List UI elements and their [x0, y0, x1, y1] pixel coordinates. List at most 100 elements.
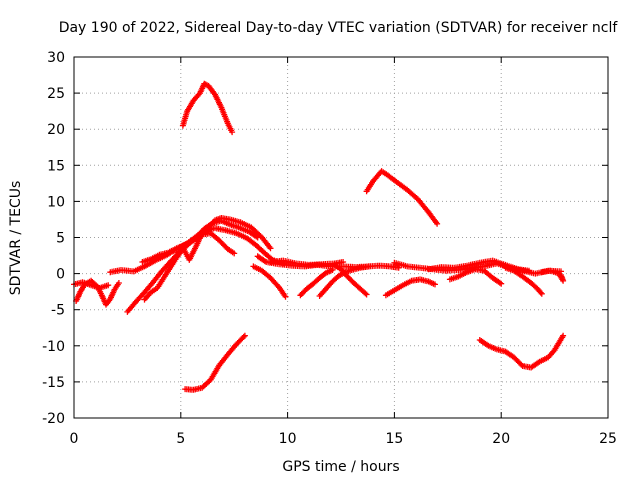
- data-point: [519, 273, 533, 285]
- y-tick-label: -20: [42, 411, 65, 427]
- series-arc-14: [382, 276, 438, 299]
- y-tick-label: 10: [47, 194, 65, 210]
- data-point: [414, 196, 431, 214]
- data-point: [329, 267, 336, 273]
- data-point: [218, 104, 231, 125]
- data-point: [77, 282, 87, 295]
- data-point: [476, 337, 490, 348]
- data-point: [432, 281, 438, 288]
- data-point: [382, 288, 396, 299]
- data-point: [241, 332, 248, 339]
- x-tick-label: 10: [279, 431, 297, 447]
- data-point: [118, 267, 135, 275]
- y-tick-label: 15: [47, 158, 65, 174]
- data-point: [310, 276, 322, 287]
- series-arc-19: [538, 267, 567, 284]
- data-point: [207, 363, 222, 383]
- data-point: [455, 270, 469, 280]
- y-tick-label: 0: [56, 267, 65, 283]
- data-point: [303, 281, 315, 292]
- series-arc-20: [179, 80, 236, 136]
- data-point: [224, 120, 235, 134]
- data-point: [502, 348, 516, 360]
- data-point: [316, 287, 328, 299]
- data-point: [197, 82, 207, 97]
- data-point: [425, 278, 437, 287]
- data-point: [150, 270, 164, 286]
- x-tick-label: 25: [599, 431, 617, 447]
- data-point: [329, 273, 341, 285]
- data-point: [434, 220, 441, 227]
- data-point: [105, 282, 112, 289]
- data-point: [252, 241, 266, 255]
- data-point: [344, 273, 356, 285]
- data-point: [147, 286, 159, 296]
- data-point: [141, 290, 153, 303]
- data-point: [212, 91, 224, 109]
- data-point: [357, 285, 369, 297]
- data-point: [250, 263, 264, 273]
- data-point: [365, 263, 372, 270]
- x-tick-label: 5: [176, 431, 185, 447]
- data-point: [224, 246, 236, 256]
- data-point: [338, 266, 350, 278]
- data-point: [205, 82, 217, 97]
- data-point: [73, 290, 83, 304]
- data-point: [190, 91, 202, 104]
- data-point: [231, 250, 238, 257]
- x-tick-label: 15: [385, 431, 403, 447]
- data-point: [481, 267, 495, 280]
- data-point: [111, 281, 121, 293]
- data-point: [107, 288, 117, 302]
- data-point: [551, 334, 566, 354]
- data-point: [385, 172, 399, 184]
- data-point: [237, 219, 253, 230]
- chart-title: Day 190 of 2022, Sidereal Day-to-day VTE…: [59, 20, 619, 36]
- y-tick-label: 25: [47, 86, 65, 102]
- data-point: [560, 332, 567, 339]
- data-point: [244, 235, 258, 247]
- data-point: [323, 280, 335, 292]
- data-point: [391, 283, 405, 294]
- data-point: [545, 348, 557, 361]
- data-point: [489, 274, 503, 286]
- data-point: [216, 237, 230, 251]
- data-point: [323, 267, 334, 276]
- data-point: [201, 80, 211, 89]
- series-arc-12: [331, 261, 370, 298]
- data-point: [511, 354, 525, 368]
- y-tick-label: -15: [42, 375, 65, 391]
- data-point: [207, 230, 221, 243]
- data-point: [132, 290, 147, 305]
- series-arc-9: [250, 263, 289, 300]
- series-arc-13: [297, 267, 336, 299]
- data-point: [267, 274, 281, 289]
- data-point: [224, 342, 239, 358]
- data-point: [350, 280, 362, 291]
- data-point: [404, 263, 422, 271]
- data-point: [425, 209, 440, 226]
- data-point: [254, 253, 268, 265]
- data-point: [276, 284, 288, 299]
- data-point: [393, 178, 409, 192]
- data-point: [485, 342, 499, 352]
- data-point: [212, 225, 227, 233]
- data-point: [235, 224, 251, 234]
- data-point: [182, 238, 195, 248]
- y-tick-label: 30: [47, 50, 65, 66]
- series-arc-18: [502, 264, 545, 297]
- data-point: [130, 264, 146, 275]
- data-point: [261, 249, 275, 262]
- series-arc-21: [363, 168, 441, 227]
- data-point: [115, 280, 122, 286]
- x-tick-label: 0: [70, 431, 79, 447]
- data-point: [363, 291, 370, 298]
- data-point: [124, 300, 138, 315]
- data-point: [205, 218, 217, 231]
- data-point: [534, 285, 544, 296]
- data-point: [363, 179, 375, 195]
- data-point: [154, 276, 166, 291]
- data-point: [167, 256, 179, 271]
- data-point: [528, 359, 542, 371]
- data-point: [186, 245, 198, 263]
